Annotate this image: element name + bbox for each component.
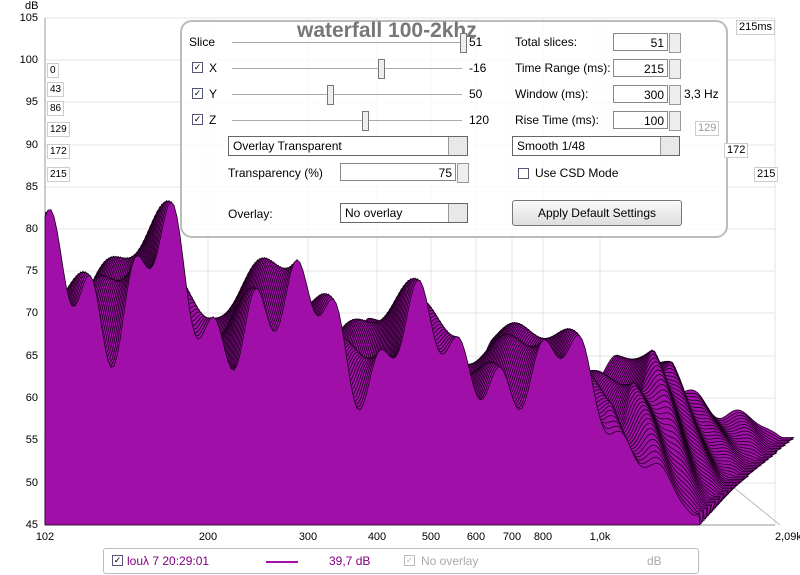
y-unit: dB (25, 0, 38, 12)
slider-track (232, 120, 462, 121)
spinner[interactable] (669, 33, 681, 53)
slider-thumb[interactable] (362, 111, 369, 131)
z-tick-label: 215 (754, 167, 779, 182)
checkbox[interactable] (518, 168, 529, 179)
x-tick-label: 400 (368, 531, 386, 543)
settings-panel: waterfall 100-2khz Slice 51 ✓ X -16 ✓ Y 50 ✓ Z 120 T… (180, 20, 728, 238)
legend: ✓ louλ 7 20:29:01 39,7 dB ✓ No overlay dB (103, 548, 699, 574)
legend-unit: dB (647, 554, 662, 568)
field-input[interactable]: 300 (613, 85, 668, 103)
slider-thumb[interactable] (378, 59, 385, 79)
waterfall-slice (44, 200, 701, 526)
x-tick-label: 800 (534, 531, 552, 543)
checkbox[interactable]: ✓ (112, 555, 123, 566)
legend-name: louλ 7 20:29:01 (127, 554, 210, 568)
transparency-label: Transparency (%) (228, 166, 323, 180)
slider-label: Z (209, 113, 217, 127)
x-tick-label: 700 (503, 531, 521, 543)
slider-track (232, 94, 462, 95)
slider-value: 51 (469, 35, 483, 49)
y-tick-label: 105 (20, 12, 38, 24)
x-tick-label: 102 (36, 531, 54, 543)
slider-value: -16 (469, 61, 487, 75)
x-tick-label: 500 (422, 531, 440, 543)
z-tick-label: 0 (47, 63, 59, 78)
slider-label: X (209, 61, 218, 75)
spinner[interactable] (669, 111, 681, 131)
field-label: Window (ms): (515, 87, 589, 101)
x-tick-label: 600 (467, 531, 485, 543)
y-tick-label: 55 (26, 434, 38, 446)
slider-label: Slice (189, 35, 216, 49)
z-tick-label: 215ms (736, 20, 776, 35)
checkbox[interactable]: ✓ (192, 88, 203, 99)
panel-title: waterfall 100-2khz (297, 19, 477, 42)
field-label: Rise Time (ms): (515, 113, 599, 127)
smoothing-dropdown[interactable]: Smooth 1/48 (512, 136, 680, 156)
spinner[interactable] (669, 59, 681, 79)
z-tick-label: 129 (695, 121, 720, 136)
slider-value: 50 (469, 87, 483, 101)
field-label: Time Range (ms): (515, 61, 611, 75)
overlay-label: Overlay: (228, 207, 273, 221)
overlay-mode-dropdown[interactable]: Overlay Transparent (228, 136, 468, 156)
y-tick-label: 45 (26, 519, 38, 531)
y-tick-label: 65 (26, 350, 38, 362)
field-note: 3,3 Hz (684, 87, 719, 101)
field-input[interactable]: 100 (613, 111, 668, 129)
apply-button[interactable]: Apply Default Settings (512, 200, 682, 226)
x-tick-label: 1,0k (590, 531, 611, 543)
y-tick-label: 80 (26, 223, 38, 235)
z-tick-label: 172 (47, 144, 70, 159)
field-input[interactable]: 215 (613, 59, 668, 77)
y-tick-label: 100 (20, 54, 38, 66)
z-tick-label: 86 (47, 101, 65, 116)
transparency-input[interactable]: 75 (340, 163, 456, 181)
z-tick-label: 215 (47, 167, 70, 182)
x-tick-label: 300 (299, 531, 317, 543)
legend-overlay: No overlay (421, 554, 479, 568)
slider-label: Y (209, 87, 218, 101)
legend-level: 39,7 dB (329, 554, 371, 568)
y-tick-label: 50 (26, 477, 38, 489)
slider-thumb[interactable] (327, 85, 334, 105)
x-tick-label: 200 (199, 531, 217, 543)
z-tick-label: 43 (47, 82, 65, 97)
y-tick-label: 90 (26, 139, 38, 151)
y-tick-label: 70 (26, 307, 38, 319)
y-tick-label: 95 (26, 96, 38, 108)
y-tick-label: 85 (26, 181, 38, 193)
y-tick-label: 60 (26, 392, 38, 404)
checkbox[interactable]: ✓ (192, 62, 203, 73)
field-input[interactable]: 51 (613, 33, 668, 51)
slider-track (232, 68, 462, 69)
slider-track (232, 42, 462, 43)
checkbox[interactable]: ✓ (404, 555, 415, 566)
slider-value: 120 (469, 113, 490, 127)
legend-line (266, 561, 298, 563)
slider-thumb[interactable] (460, 33, 467, 53)
spinner[interactable] (669, 85, 681, 105)
field-label: Total slices: (515, 35, 578, 49)
spinner[interactable] (457, 163, 469, 183)
x-tick-label: 2,09k Hz (775, 531, 800, 543)
overlay-dropdown[interactable]: No overlay (340, 203, 468, 223)
z-tick-label: 172 (724, 143, 749, 158)
csd-label: Use CSD Mode (535, 166, 619, 180)
z-tick-label: 129 (47, 122, 70, 137)
checkbox[interactable]: ✓ (192, 114, 203, 125)
y-tick-label: 75 (26, 265, 38, 277)
